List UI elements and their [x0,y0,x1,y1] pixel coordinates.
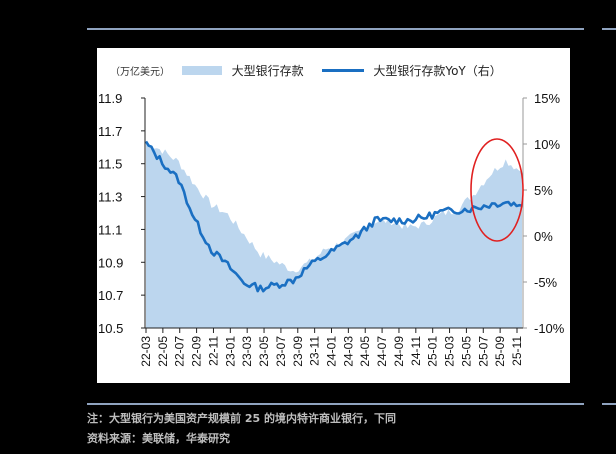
x-tick-label: 24-07 [375,336,389,367]
area-swatch-icon [181,66,222,75]
x-tick-label: 25-09 [493,336,507,367]
x-tick-label: 24-03 [341,336,355,367]
deposits-area [146,142,522,328]
left-tick-label: 10.5 [98,321,123,336]
x-tick-label: 22-03 [139,336,153,367]
right-tick-label: -10% [534,321,565,336]
legend-line-label: 大型银行存款YoY（右） [373,64,502,78]
x-tick-label: 23-03 [240,336,254,367]
line-swatch-icon [321,69,364,72]
x-tick-label: 23-09 [291,336,305,367]
x-tick-label: 22-09 [190,336,204,367]
right-tick-label: 0% [534,229,553,244]
left-tick-label: 11.7 [98,124,122,139]
x-tick-label: 22-05 [156,336,170,367]
source-note: 资料来源：美联储，华泰研究 [87,432,230,445]
x-tick-label: 24-11 [409,336,423,366]
x-tick-label: 24-09 [392,336,406,367]
x-tick-label: 23-07 [274,336,288,367]
right-tick-label: 10% [534,137,560,152]
x-tick-label: 22-11 [206,336,220,366]
left-tick-label: 11.5 [98,157,122,172]
left-tick-label: 10.9 [98,255,123,270]
x-tick-label: 23-01 [223,336,237,367]
chart-legend: （万亿美元） 大型银行存款 大型银行存款YoY（右） [110,62,502,79]
x-tick-label: 25-11 [510,336,524,366]
left-tick-label: 11.1 [98,222,122,237]
right-tick-label: 5% [534,183,553,198]
bottom-rule [87,403,584,405]
legend-area-label: 大型银行存款 [231,64,304,78]
x-tick-label: 25-01 [426,336,440,367]
footnote: 注：大型银行为美国资产规模前 25 的境内特许商业银行，下同 [87,412,396,425]
x-tick-label: 25-07 [476,336,490,367]
left-tick-label: 11.9 [98,91,122,106]
bottom-rule-right [602,403,616,405]
left-tick-label: 11.3 [98,190,122,205]
top-rule-right [602,28,616,30]
x-tick-label: 25-03 [443,336,457,367]
left-axis-unit: （万亿美元） [110,67,170,78]
highlight-circle [470,138,524,242]
x-tick-label: 22-07 [173,336,187,367]
x-tick-label: 24-05 [358,336,372,367]
left-tick-label: 10.7 [98,288,123,303]
x-tick-label: 23-11 [308,336,322,366]
x-tick-label: 25-05 [459,336,473,367]
right-tick-label: -5% [534,275,558,290]
x-tick-label: 23-05 [257,336,271,367]
x-tick-label: 24-01 [325,336,339,367]
top-rule [87,28,584,30]
yoy-line [144,140,523,293]
right-tick-label: 15% [534,91,560,106]
